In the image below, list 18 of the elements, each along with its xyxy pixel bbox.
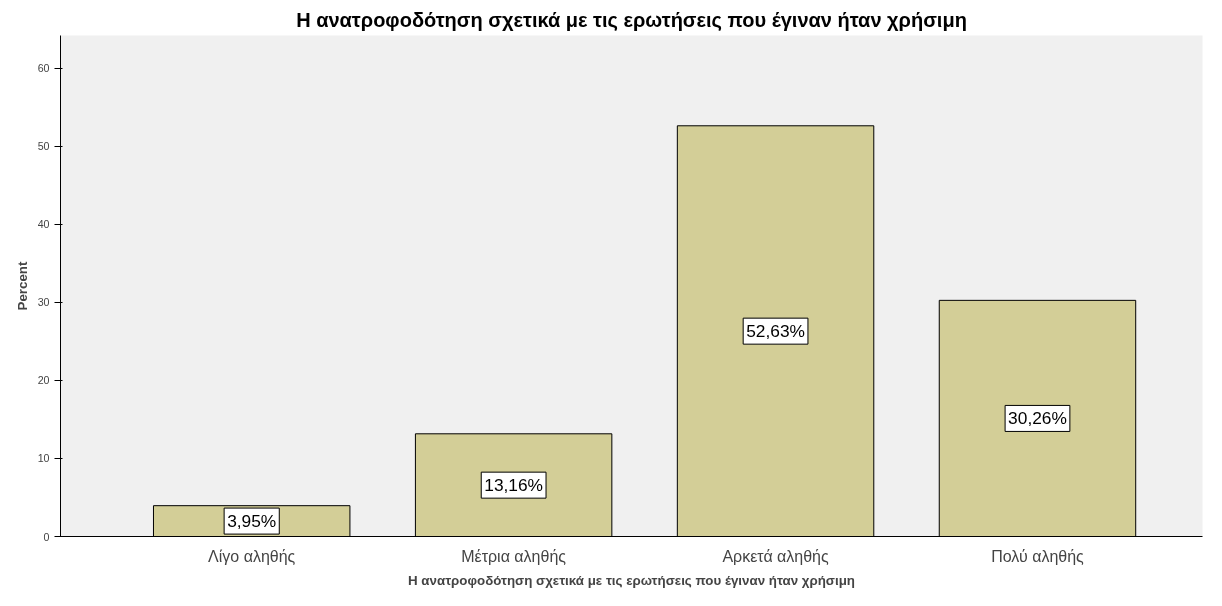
y-tick-label: 10	[37, 452, 50, 465]
y-tick-label: 0	[43, 530, 50, 543]
x-tick-label: Λίγο αληθής	[208, 547, 296, 565]
x-axis-title: Η ανατροφοδότηση σχετικά με τις ερωτήσεις που έγιναν ήταν χρήσιμη	[408, 572, 855, 588]
y-tick-label: 60	[37, 62, 50, 75]
y-axis-title: Percent	[14, 260, 30, 311]
data-label: 52,63%	[746, 321, 805, 342]
y-tick-label: 50	[37, 140, 50, 153]
y-tick-label: 30	[37, 296, 50, 309]
data-label: 30,26%	[1008, 408, 1067, 429]
x-tick-label: Πολύ αληθής	[991, 547, 1085, 565]
data-label: 13,16%	[484, 475, 544, 496]
chart-title: Η ανατροφοδότηση σχετικά με τις ερωτήσεις που έγιναν ήταν χρήσιμη	[296, 8, 967, 31]
data-label: 3,95%	[227, 511, 277, 532]
x-tick-label: Μέτρια αληθής	[461, 547, 567, 565]
x-tick-label: Αρκετά αληθής	[722, 547, 830, 565]
y-tick-label: 20	[37, 374, 50, 387]
y-tick-label: 40	[37, 218, 50, 231]
